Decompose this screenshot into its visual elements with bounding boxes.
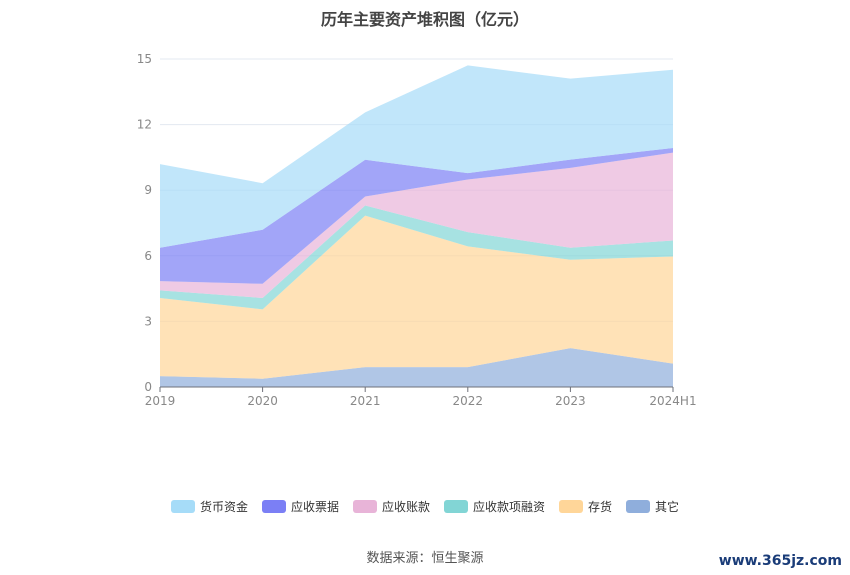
- y-tick-label: 15: [137, 52, 152, 66]
- x-tick-label: 2021: [350, 394, 381, 408]
- x-tick-label: 2020: [247, 394, 278, 408]
- y-tick-label: 0: [144, 380, 152, 394]
- area-series-3: [160, 152, 673, 299]
- area-series-0: [160, 348, 673, 387]
- area-series-1: [160, 215, 673, 379]
- legend-label: 应收票据: [290, 500, 339, 514]
- y-tick-label: 6: [144, 249, 152, 263]
- area-series-5: [160, 65, 673, 248]
- legend-item[interactable]: 应收款项融资: [444, 498, 545, 515]
- area-series-4: [160, 147, 673, 284]
- legend-label: 应收款项融资: [473, 500, 546, 514]
- chart-title: 历年主要资产堆积图（亿元）: [320, 10, 529, 29]
- legend-item[interactable]: 货币资金: [170, 498, 248, 515]
- legend-item[interactable]: 应收票据: [261, 498, 339, 515]
- legend-item[interactable]: 应收账款: [352, 498, 430, 515]
- x-tick-label: 2023: [555, 394, 586, 408]
- legend-swatch: [352, 500, 377, 513]
- x-tick-label: 2024H1: [649, 394, 696, 408]
- legend-label: 其它: [655, 500, 680, 514]
- legend-swatch: [261, 500, 286, 513]
- area-series-2: [160, 205, 673, 310]
- x-tick-label: 2022: [453, 394, 484, 408]
- legend-swatch: [170, 500, 195, 513]
- watermark: www.365jz.com: [718, 553, 842, 569]
- legend-label: 存货: [588, 500, 613, 514]
- legend-swatch: [626, 500, 651, 513]
- stacked-area-chart: 0 3 6 9 12 15 2019 2020 2021 2022 2023 2024H1: [137, 52, 697, 408]
- legend: 货币资金 应收票据 应收账款 应收款项融资 存货 其它: [0, 498, 850, 515]
- y-tick-label: 9: [144, 183, 152, 197]
- legend-label: 货币资金: [199, 500, 248, 514]
- y-tick-label: 3: [144, 314, 152, 328]
- legend-item[interactable]: 存货: [559, 498, 612, 515]
- legend-label: 应收账款: [381, 500, 430, 514]
- data-source: 数据来源：恒生聚源: [366, 551, 484, 566]
- y-tick-label: 12: [137, 118, 152, 132]
- legend-swatch: [559, 500, 584, 513]
- x-tick-label: 2019: [145, 394, 176, 408]
- legend-item[interactable]: 其它: [626, 498, 679, 515]
- legend-swatch: [444, 500, 468, 513]
